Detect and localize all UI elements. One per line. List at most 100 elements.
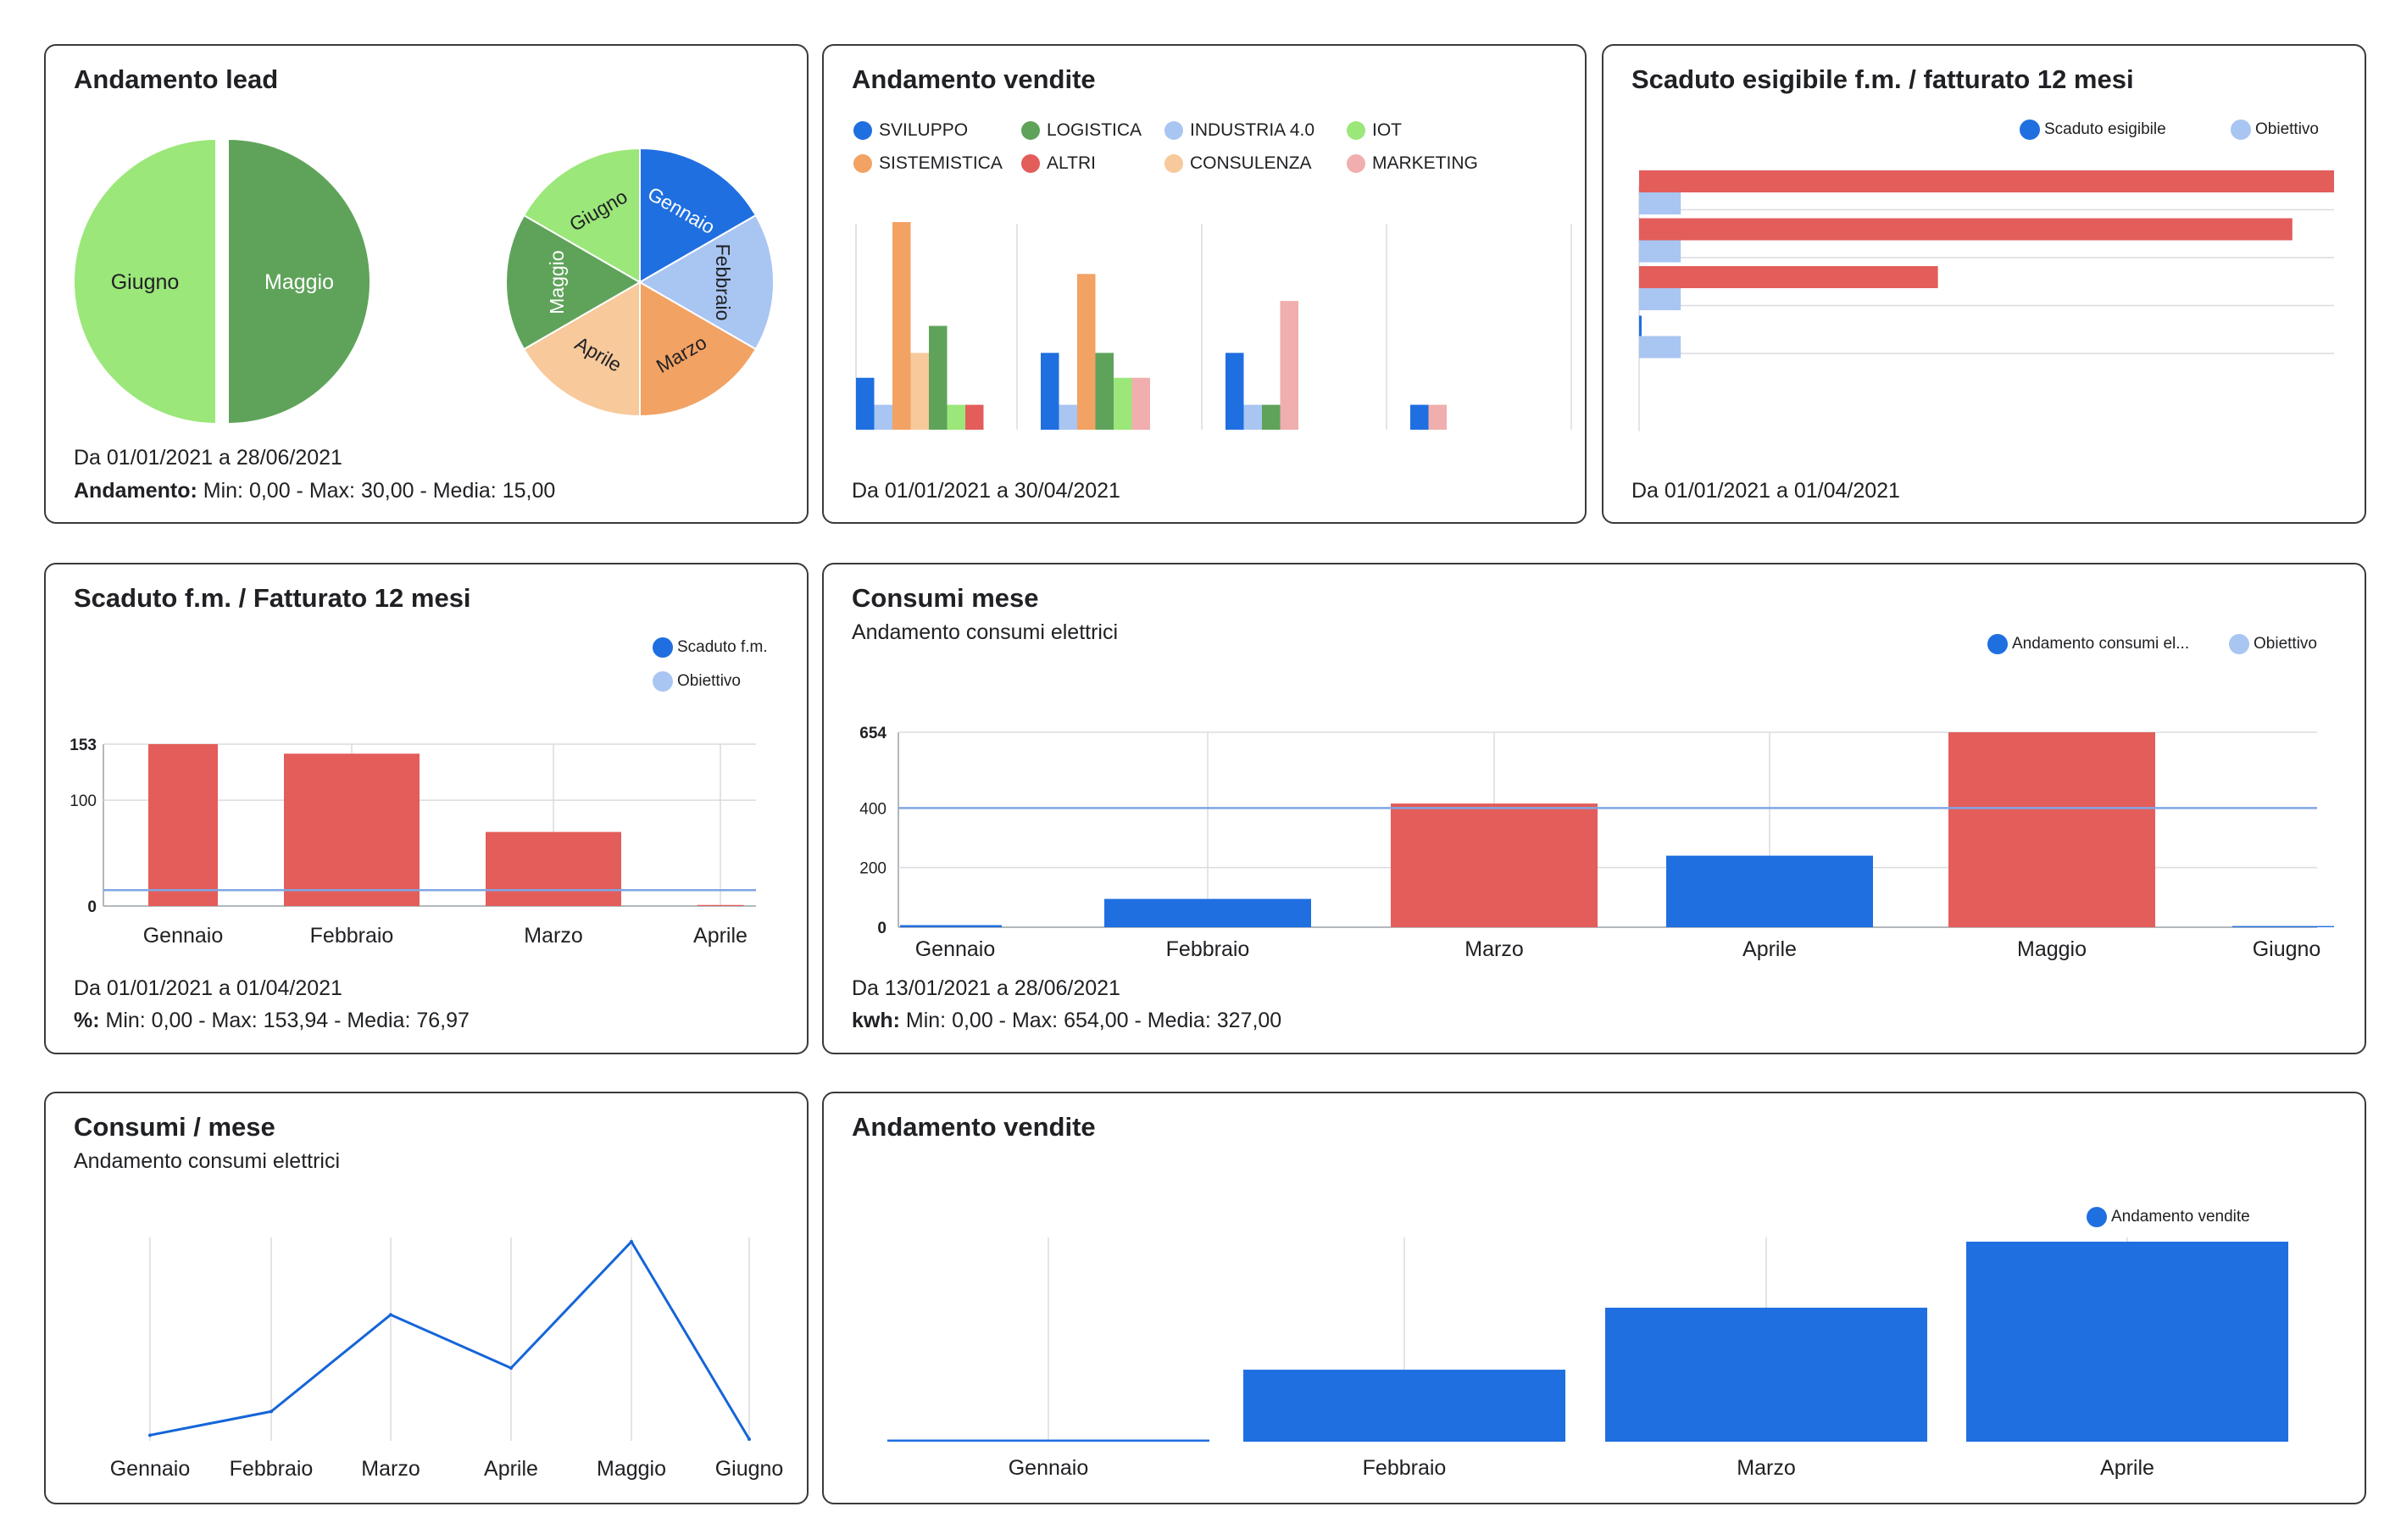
legend-item-obiettivo[interactable]: Obiettivo [2231, 120, 2319, 140]
card-title: Scaduto esigibile f.m. / fatturato 12 me… [1631, 64, 2134, 94]
bar-scaduto-esigibile-2[interactable] [1639, 266, 1938, 288]
pie-slice-aprile[interactable] [522, 281, 641, 418]
bar-chart-consumi-mese[interactable]: 0 200 400 654 Gennaio Febbraio Marzo Aprile Magg… [824, 564, 2368, 1056]
bar-gennaio[interactable] [887, 1439, 1209, 1443]
bar-sviluppo-marzo[interactable] [1226, 353, 1244, 430]
line-chart-consumi[interactable]: Gennaio Febbraio Marzo Aprile Maggio Giugno [46, 1093, 810, 1506]
bar-giugno[interactable] [2232, 926, 2334, 927]
legend-item-andamento-vendite[interactable]: Andamento vendite [2087, 1207, 2250, 1227]
card-title: Consumi mese [852, 583, 1039, 613]
bar-marketing-marzo[interactable] [1280, 301, 1299, 430]
bar-febbraio[interactable] [284, 753, 420, 906]
line-point-maggio[interactable] [630, 1240, 633, 1243]
pie-slice-gennaio[interactable] [639, 147, 758, 284]
legend-item-logistica[interactable]: LOGISTICA [1021, 120, 1142, 141]
pie-slice-maggio[interactable] [227, 137, 371, 425]
bar-obiettivo-0[interactable] [1639, 192, 1681, 214]
bar-altri-gennaio[interactable] [965, 404, 984, 430]
bar-sviluppo-febbraio[interactable] [1041, 353, 1059, 430]
bar-obiettivo-2[interactable] [1639, 288, 1681, 310]
bar-scaduto-esigibile-3[interactable] [1639, 315, 1642, 336]
bar-sviluppo-gennaio[interactable] [856, 377, 875, 430]
line-series-consumi [149, 1240, 751, 1440]
legend-item-scaduto-esigibile[interactable]: Scaduto esigibile [2020, 120, 2166, 140]
bar-marzo[interactable] [486, 831, 621, 906]
pie-slice-maggio[interactable] [505, 214, 642, 351]
bar-logistica-marzo[interactable] [1262, 404, 1281, 430]
bar-obiettivo-1[interactable] [1639, 240, 1681, 263]
pie-slice-febbraio[interactable] [638, 214, 775, 351]
line-point-febbraio[interactable] [270, 1409, 273, 1414]
stats-text: Min: 0,00 - Max: 654,00 - Media: 327,00 [899, 1009, 1282, 1032]
bar-scaduto-esigibile-1[interactable] [1639, 218, 2293, 241]
bar-obiettivo-3[interactable] [1639, 336, 1681, 359]
legend-item-sistemistica[interactable]: SISTEMISTICA [853, 153, 1003, 174]
legend-item-obiettivo[interactable]: Obiettivo [653, 671, 741, 692]
bar-aprile[interactable] [1966, 1242, 2288, 1442]
card-title: Andamento vendite [852, 1112, 1096, 1142]
x-tick-label: Aprile [2100, 1456, 2154, 1480]
legend-item-obiettivo[interactable]: Obiettivo [2229, 634, 2317, 654]
line-point-gennaio[interactable] [148, 1433, 152, 1437]
bar-industria-4-0-febbraio[interactable] [1059, 404, 1078, 430]
bar-marzo[interactable] [1605, 1307, 1927, 1442]
legend-item-altri[interactable]: ALTRI [1021, 153, 1096, 174]
bar-consulenza-gennaio[interactable] [910, 353, 930, 430]
y-tick-label: 100 [69, 792, 97, 810]
line-point-aprile[interactable] [509, 1366, 513, 1370]
legend-swatch [1021, 154, 1040, 173]
pie-chart-lead-half[interactable]: Maggio Giugno [46, 46, 810, 525]
pie-slice-giugno[interactable] [522, 147, 641, 284]
bar-gennaio[interactable] [148, 744, 218, 906]
x-tick-label: Gennaio [143, 924, 224, 948]
bar-febbraio[interactable] [1104, 898, 1311, 927]
bar-scaduto-esigibile-0[interactable] [1639, 170, 2334, 192]
legend-item-iot[interactable]: IOT [1347, 120, 1402, 141]
card-consumi-mese: Consumi mese Andamento consumi elettrici… [822, 563, 2366, 1054]
legend-swatch [1347, 121, 1365, 140]
bar-sviluppo-aprile[interactable] [1410, 404, 1429, 430]
legend-item-industria[interactable]: INDUSTRIA 4.0 [1164, 120, 1314, 141]
legend-item-sviluppo[interactable]: SVILUPPO [853, 120, 968, 141]
legend-label: LOGISTICA [1047, 120, 1142, 140]
bar-sistemistica-gennaio[interactable] [892, 222, 911, 430]
bar-industria-4-0-marzo[interactable] [1243, 404, 1263, 430]
legend-swatch [2229, 634, 2249, 654]
bar-aprile[interactable] [697, 904, 744, 906]
legend-item-consumi[interactable]: Andamento consumi el... [1987, 634, 2189, 654]
legend-item-consulenza[interactable]: CONSULENZA [1164, 153, 1312, 174]
card-title: Andamento lead [74, 64, 279, 94]
bar-maggio[interactable] [1948, 732, 2155, 927]
bar-sistemistica-febbraio[interactable] [1077, 274, 1096, 430]
horizontal-bar-chart-scaduto-esigibile[interactable] [1603, 46, 2368, 525]
bar-marzo[interactable] [1391, 803, 1598, 927]
bar-marketing-aprile[interactable] [1428, 404, 1448, 430]
pie-slice-giugno[interactable] [73, 137, 217, 425]
bar-aprile[interactable] [1666, 855, 1873, 927]
bar-chart-scaduto-fm[interactable]: 0 100 153 Gennaio Febbraio Marzo Aprile [46, 564, 810, 1056]
bar-industria-4-0-gennaio[interactable] [874, 404, 893, 430]
stats-summary: kwh: Min: 0,00 - Max: 654,00 - Media: 32… [852, 1009, 1281, 1033]
bar-febbraio[interactable] [1243, 1370, 1565, 1442]
legend-swatch [653, 671, 673, 692]
bar-gennaio[interactable] [900, 925, 1002, 927]
y-tick-label: 200 [859, 860, 886, 878]
bar-logistica-gennaio[interactable] [929, 325, 948, 431]
bar-iot-gennaio[interactable] [947, 404, 966, 430]
legend-swatch [1164, 121, 1183, 140]
bar-chart-vendite-mensile[interactable]: Gennaio Febbraio Marzo Aprile [824, 1093, 2368, 1506]
line-point-marzo[interactable] [389, 1313, 392, 1317]
bar-iot-febbraio[interactable] [1114, 377, 1132, 430]
bar-marketing-febbraio[interactable] [1131, 377, 1151, 430]
bar-logistica-febbraio[interactable] [1095, 353, 1114, 430]
x-tick-label: Marzo [524, 924, 582, 948]
bar-chart-vendite-categorie[interactable] [824, 46, 1588, 525]
legend-swatch [1347, 154, 1365, 173]
line-point-giugno[interactable] [748, 1437, 751, 1441]
legend-item-scaduto-fm[interactable]: Scaduto f.m. [653, 637, 768, 658]
pie-slice-marzo[interactable] [639, 281, 758, 418]
card-scaduto-fm: Scaduto f.m. / Fatturato 12 mesi Scaduto… [44, 563, 809, 1054]
pie-slice-label: Maggio [264, 270, 334, 294]
legend-item-marketing[interactable]: MARKETING [1347, 153, 1478, 174]
